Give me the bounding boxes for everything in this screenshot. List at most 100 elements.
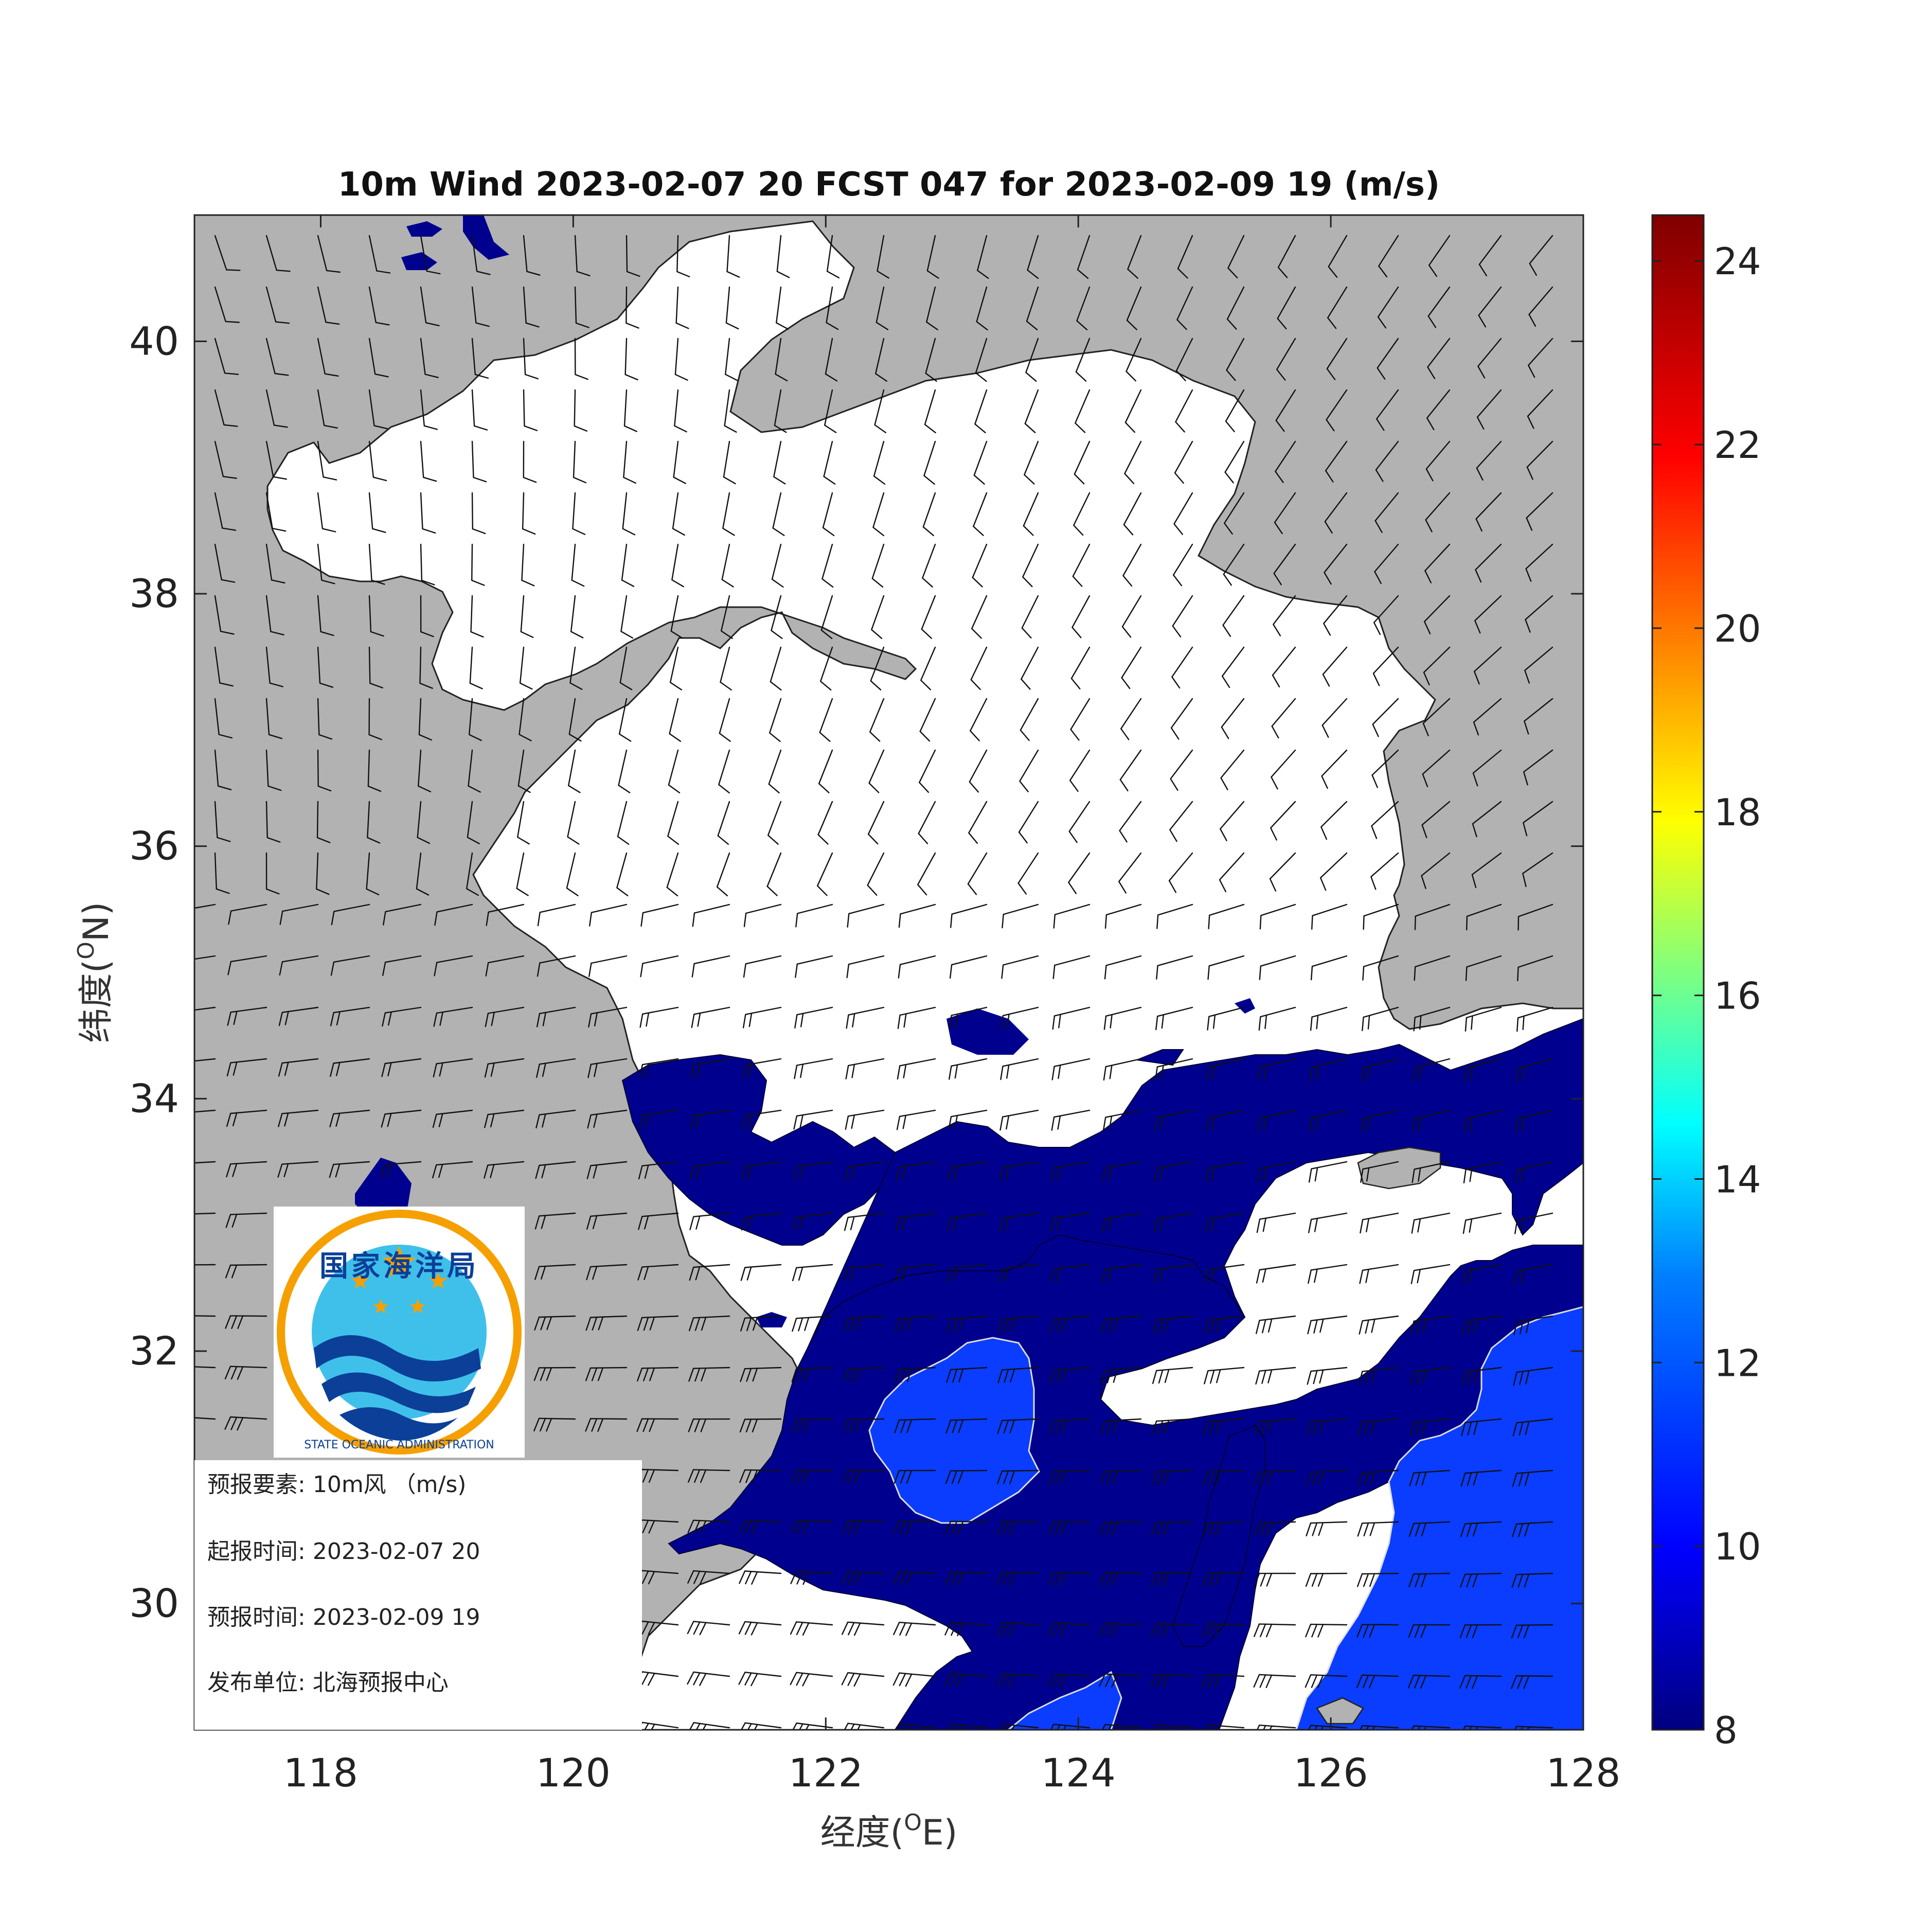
wind-barb	[775, 338, 788, 382]
wind-barb	[317, 749, 332, 792]
wind-barb	[1414, 903, 1451, 930]
wind-barb	[689, 1212, 730, 1230]
wind-barb	[1475, 543, 1502, 583]
wind-barb	[265, 235, 291, 272]
wind-barb	[368, 235, 391, 274]
wind-barb	[214, 235, 241, 271]
wind-barb	[1375, 440, 1399, 482]
wind-barb	[1156, 955, 1193, 980]
wind-barb	[820, 595, 833, 640]
wind-barb	[619, 646, 633, 690]
wind-barb	[691, 955, 730, 978]
wind-barb	[265, 492, 287, 532]
wind-barb	[1255, 1418, 1296, 1435]
wind-barb	[1126, 286, 1142, 330]
wind-barb	[226, 1058, 267, 1076]
wind-barb	[1207, 1006, 1245, 1031]
wind-barb	[214, 595, 235, 635]
wind-barb	[826, 286, 839, 330]
wind-barb	[795, 903, 833, 928]
wind-barb	[1104, 903, 1142, 929]
wind-barb	[1077, 235, 1091, 279]
wind-barb	[1310, 1006, 1348, 1031]
wind-barb	[1099, 1673, 1142, 1688]
wind-barb	[265, 646, 283, 687]
wind-barb	[1124, 440, 1142, 484]
wind-barb	[771, 595, 783, 639]
wind-barb	[998, 1212, 1039, 1232]
wind-barb	[194, 1109, 216, 1113]
wind-barb	[739, 1520, 782, 1534]
wind-barb	[1019, 749, 1039, 792]
wind-barb	[842, 1571, 885, 1585]
wind-barb	[1022, 543, 1039, 588]
wind-barb	[868, 749, 885, 793]
wind-barb	[790, 1570, 833, 1585]
wind-barb	[1102, 1161, 1142, 1182]
wind-barb	[723, 440, 736, 485]
wind-barb	[484, 1109, 525, 1128]
wind-barb	[194, 1058, 216, 1062]
wind-barb	[821, 543, 834, 588]
wind-barb	[741, 1161, 782, 1180]
x-tick-label: 128	[1546, 1750, 1620, 1796]
wind-barb	[776, 286, 789, 330]
wind-barb	[329, 1161, 370, 1178]
wind-barb	[738, 1672, 782, 1687]
wind-barb	[1259, 903, 1296, 930]
wind-barb	[432, 1161, 473, 1179]
wind-barb	[214, 338, 239, 375]
wind-barb	[1050, 1161, 1091, 1182]
wind-barb	[690, 1058, 730, 1079]
wind-barb	[433, 1058, 473, 1077]
wind-barb	[816, 852, 833, 896]
wind-barb	[225, 1315, 267, 1329]
wind-barb	[1123, 492, 1142, 536]
wind-barb	[719, 698, 731, 742]
wind-barb	[767, 801, 782, 845]
wind-barb	[1376, 389, 1399, 431]
wind-barb	[368, 543, 385, 585]
wind-barb	[1462, 1212, 1502, 1234]
wind-barb	[368, 595, 384, 637]
svg-text:起报时间:2023-02-07 20: 起报时间: 2023-02-07 20	[207, 1538, 480, 1565]
wind-barb	[1412, 1109, 1451, 1133]
logo-waves	[314, 1335, 481, 1441]
wind-barb	[574, 286, 590, 328]
wind-barb	[623, 389, 637, 432]
wind-barb	[1205, 1724, 1245, 1730]
wind-barb	[587, 1058, 628, 1078]
wind-barb	[1273, 543, 1296, 586]
wind-barb	[794, 1058, 833, 1079]
wind-barb	[998, 1723, 1039, 1730]
wind-barb	[1360, 1212, 1399, 1234]
wind-barb	[897, 1058, 936, 1080]
wind-barb	[1466, 903, 1502, 931]
wind-barb	[1151, 1521, 1193, 1536]
wind-barb	[672, 492, 685, 536]
wind-barb	[1221, 646, 1245, 688]
wind-barb	[917, 852, 936, 896]
wind-barb	[1020, 698, 1039, 741]
wind-barb	[214, 698, 233, 739]
wind-barb	[1224, 492, 1245, 535]
wind-barb	[1326, 389, 1348, 432]
wind-barb	[1471, 852, 1502, 888]
wind-barb	[420, 389, 438, 430]
wind-barb	[946, 1264, 988, 1282]
wind-barb	[214, 440, 237, 479]
wind-barb	[1462, 1725, 1502, 1730]
wind-barb	[265, 595, 284, 635]
wind-barb	[225, 1264, 267, 1279]
wind-barb	[716, 852, 730, 896]
wind-barb	[226, 1161, 267, 1178]
wind-barb	[1472, 749, 1502, 787]
wind-barb	[1529, 235, 1553, 276]
wind-barb	[1308, 1161, 1348, 1183]
wind-barb	[898, 955, 936, 979]
wind-barb	[485, 1006, 525, 1027]
wind-barb	[466, 852, 479, 896]
wind-barb	[420, 543, 435, 586]
wind-barb	[1051, 1058, 1091, 1080]
wind-barb	[717, 801, 730, 845]
